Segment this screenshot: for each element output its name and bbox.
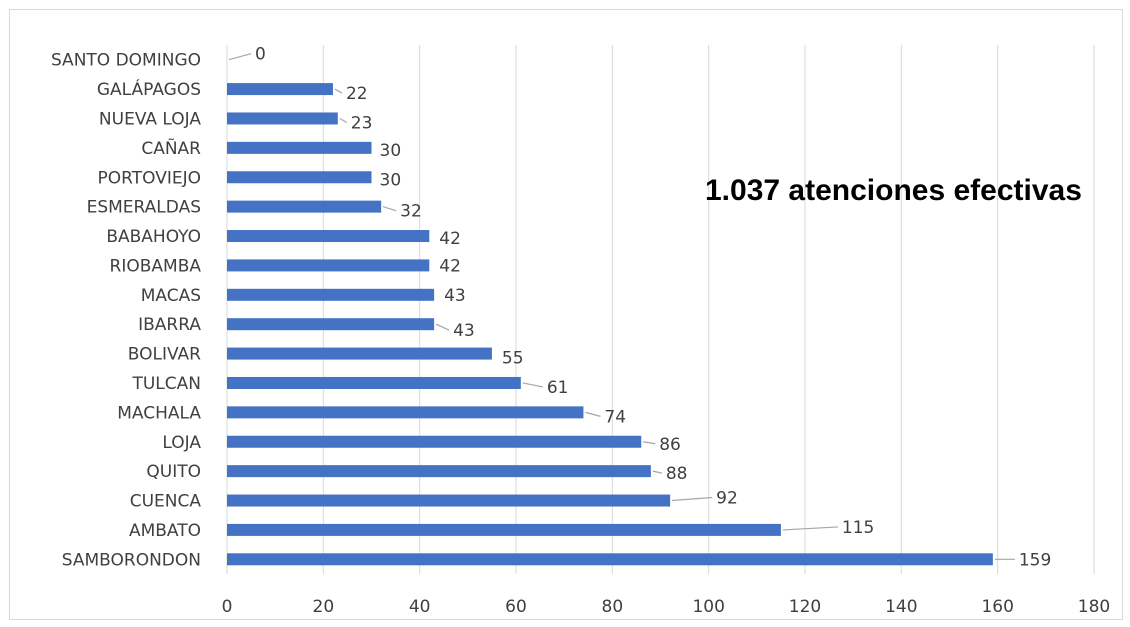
category-label: MACHALA: [117, 403, 201, 423]
bar: [227, 288, 435, 301]
bar: [227, 318, 435, 331]
data-labels: 159 115 92 88 86 74 61 55 43 43 42 42 32 30 30 23 22 0: [255, 45, 1051, 571]
x-tick-label: 60: [505, 597, 527, 617]
category-label: TULCAN: [131, 374, 201, 394]
category-label: CAÑAR: [141, 137, 201, 159]
category-label: PORTOVIEJO: [98, 168, 201, 188]
data-label: 159: [1019, 550, 1051, 570]
data-label: 43: [444, 286, 466, 306]
leader-line: [652, 470, 662, 474]
x-tick-label: 80: [602, 597, 624, 617]
category-label: AMBATO: [129, 521, 201, 541]
data-label: 30: [380, 170, 402, 190]
data-label: 32: [400, 202, 422, 222]
leader-line: [672, 496, 713, 502]
category-label: LOJA: [162, 433, 201, 453]
leader-lines: [228, 53, 1015, 560]
leader-line: [382, 206, 397, 212]
leader-line: [435, 323, 450, 331]
x-tick-label: 40: [409, 597, 431, 617]
bar: [227, 347, 492, 360]
data-label: 0: [255, 45, 266, 65]
x-tick-label: 160: [981, 597, 1013, 617]
data-label: 88: [666, 464, 688, 484]
x-axis-ticks: 0 20 40 60 80 100 120 140 160 180: [222, 597, 1111, 617]
bar: [227, 435, 642, 448]
bar: [227, 376, 521, 389]
category-labels: SAMBORONDON AMBATO CUENCA QUITO LOJA MACHALA T…: [51, 51, 201, 571]
bar: [227, 259, 430, 272]
category-label: BABAHOYO: [106, 227, 201, 247]
category-label: ESMERALDAS: [87, 198, 201, 218]
leader-line: [585, 411, 601, 417]
category-label: BOLIVAR: [128, 345, 201, 365]
category-label: MACAS: [141, 286, 201, 306]
x-tick-label: 140: [885, 597, 917, 617]
data-label: 23: [351, 113, 373, 133]
leader-line: [339, 117, 348, 123]
data-label: 74: [604, 407, 626, 427]
bar: [227, 141, 372, 154]
bar: [227, 465, 651, 478]
data-label: 42: [439, 229, 461, 249]
x-tick-label: 20: [313, 597, 335, 617]
data-label: 92: [716, 489, 738, 509]
data-label: 22: [346, 84, 368, 104]
leader-line: [782, 526, 838, 531]
category-label: SANTO DOMINGO: [51, 51, 201, 71]
x-tick-label: 0: [222, 597, 233, 617]
leader-line: [334, 88, 343, 94]
total-annotation: 1.037 atenciones efectivas: [705, 174, 1082, 207]
x-tick-label: 100: [692, 597, 724, 617]
category-label: SAMBORONDON: [62, 550, 201, 570]
bars: [227, 83, 993, 566]
data-label: 86: [659, 435, 681, 455]
category-label: CUENCA: [130, 492, 202, 512]
leader-line: [643, 441, 656, 445]
category-label: NUEVA LOJA: [99, 109, 201, 129]
category-label: RIOBAMBA: [110, 256, 202, 276]
x-tick-label: 180: [1078, 597, 1110, 617]
gridlines: [226, 45, 1095, 574]
x-tick-label: 120: [789, 597, 821, 617]
chart-frame: [9, 9, 1123, 620]
bar: [227, 200, 382, 213]
data-label: 42: [439, 256, 461, 276]
leader-line: [228, 53, 252, 61]
leader-line: [522, 382, 543, 388]
data-label: 55: [502, 349, 524, 369]
data-label: 61: [547, 378, 569, 398]
category-label: IBARRA: [138, 315, 201, 335]
bar: [227, 230, 430, 243]
data-label: 43: [453, 321, 475, 341]
data-label: 115: [842, 518, 874, 538]
bar: [227, 553, 993, 566]
category-label: QUITO: [146, 462, 201, 482]
data-label: 30: [380, 141, 402, 161]
bar: [227, 83, 333, 96]
category-label: GALÁPAGOS: [97, 78, 201, 100]
bar: [227, 494, 671, 507]
bar: [227, 406, 584, 419]
bar: [227, 523, 781, 536]
bar: [227, 112, 338, 125]
bar: [227, 171, 372, 184]
